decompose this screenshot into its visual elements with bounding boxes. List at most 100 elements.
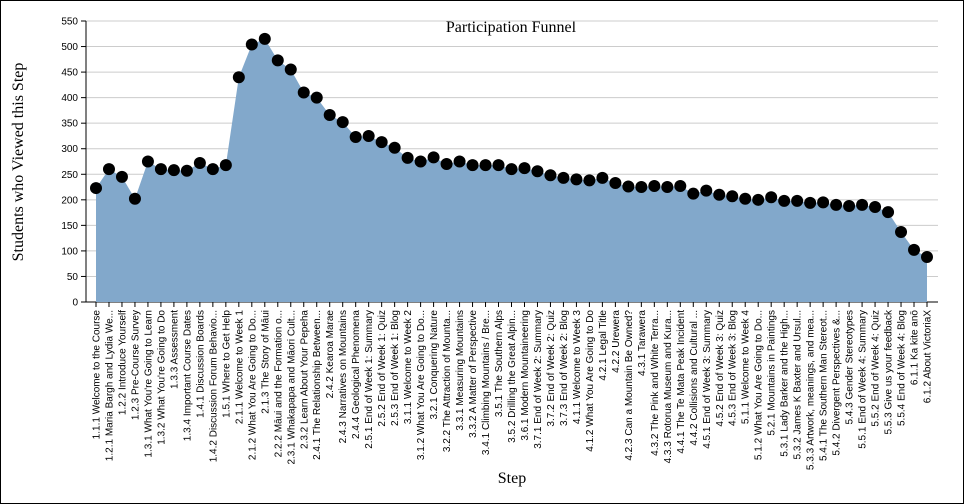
x-tick-label: 3.4.1 Climbing Mountains / Bre... — [481, 310, 492, 455]
y-tick-label: 400 — [61, 93, 78, 104]
point — [479, 159, 492, 172]
x-tick-label: 4.3.1 Tarawera — [637, 310, 648, 376]
x-tick-label: 4.5.3 End of Week 3: Blog — [728, 310, 739, 426]
point — [921, 251, 933, 264]
x-tick-label: 3.6.1 Modern Mountaineering — [520, 310, 531, 441]
x-tick-label: 2.5.3 End of Week 1: Blog — [390, 310, 401, 426]
point — [739, 192, 752, 205]
point — [726, 190, 739, 203]
x-tick-label: 1.2.3 Pre-Course Survey — [130, 310, 141, 420]
x-tick-label: 1.1.1 Welcome to the Course — [92, 310, 103, 440]
y-tick-label: 100 — [61, 246, 78, 257]
x-tick-label: 2.1.3 The Story of Māui — [260, 310, 271, 414]
point — [258, 32, 271, 45]
x-tick-label: 2.4.3 Narratives on Mountains — [338, 310, 349, 443]
point — [466, 159, 479, 172]
point — [648, 180, 661, 193]
x-tick-label: 1.3.2 What You're Going to Do — [156, 310, 167, 445]
x-tick-label: 1.4.1 Discussion Boards — [195, 310, 206, 418]
point — [778, 194, 791, 207]
x-tick-label: 5.4.3 Gender Stereotypes — [845, 310, 856, 425]
point — [362, 129, 375, 142]
x-tick-label: 5.5.1 End of Week 4: Summary — [858, 310, 869, 449]
point — [219, 159, 232, 172]
x-tick-label: 5.4.1 The Southern Man Stereot... — [819, 310, 830, 461]
y-tick-label: 300 — [61, 144, 78, 155]
point — [245, 38, 258, 51]
point — [843, 199, 856, 212]
point — [596, 171, 609, 184]
y-tick-label: 0 — [72, 298, 78, 309]
point — [609, 176, 622, 189]
x-tick-label: 5.3.1 Lady Barker and the High... — [780, 310, 791, 457]
x-tick-label: 3.2.2 The Attraction of Mounta... — [442, 310, 453, 452]
x-tick-label: 1.5.1 Where to Get Help — [221, 310, 232, 418]
x-tick-label: 1.3.4 Important Course Dates — [182, 310, 193, 441]
x-tick-label: 4.3.2 The Pink and White Terra... — [650, 310, 661, 456]
x-tick-label: 1.4.2 Discussion Forum Behavio... — [208, 310, 219, 462]
x-tick-label: 4.2.1 Legal Title — [598, 310, 609, 381]
point — [115, 170, 128, 183]
x-tick-label: 5.3.2 James K Baxter and Ursul... — [793, 310, 804, 460]
x-tick-label: 5.2.1 Mountains in Paintings — [767, 310, 778, 436]
point — [765, 191, 778, 204]
point — [895, 226, 908, 239]
x-tick-label: 4.3.3 Rotorua Museum and Kura... — [663, 310, 674, 463]
point — [141, 155, 154, 168]
point — [518, 162, 531, 175]
x-tick-label: 5.1.1 Welcome to Week 4 — [741, 310, 752, 425]
point — [427, 151, 440, 164]
x-tick-label: 5.5.3 Give us your feedback — [884, 309, 895, 435]
x-tick-label: 5.5.2 End of Week 4: Quiz — [871, 310, 882, 427]
point — [349, 130, 362, 143]
point — [440, 158, 453, 171]
point — [570, 173, 583, 186]
x-tick-label: 2.5.2 End of Week 1: Quiz — [377, 310, 388, 427]
x-tick-label: 4.5.1 End of Week 3: Summary — [702, 310, 713, 449]
point — [544, 169, 557, 182]
point — [700, 184, 713, 197]
x-tick-label: 4.2.3 Can a Mountain Be Owned? — [624, 310, 635, 461]
point — [193, 157, 206, 170]
point — [414, 155, 427, 168]
x-tick-label: 2.3.2 Learn About Your Pepeha — [299, 310, 310, 449]
point — [661, 181, 674, 194]
point — [882, 206, 895, 219]
x-tick-label: 4.4.2 Collisions and Cultural ... — [689, 310, 700, 446]
x-tick-label: 2.1.1 Welcome to Week 1 — [234, 310, 245, 425]
x-tick-label: 1.3.1 What You're Going to Learn — [143, 310, 154, 458]
point — [856, 198, 869, 211]
point — [830, 198, 843, 211]
point — [687, 187, 700, 200]
point — [206, 163, 219, 176]
point — [167, 164, 180, 177]
x-tick-label: 3.1.2 What You Are Going to Do... — [416, 310, 427, 460]
point — [90, 182, 102, 195]
point — [752, 193, 765, 206]
x-tick-label: 5.4.2 Divergent Perspectives &... — [832, 310, 843, 456]
x-tick-label: 3.3.1 Measuring Mountains — [455, 310, 466, 431]
x-axis-label: Step — [498, 470, 526, 487]
x-tick-label: 4.1.1 Welcome to Week 3 — [572, 310, 583, 425]
x-tick-label: 5.1.2 What You Are Going to Do... — [754, 310, 765, 460]
point — [401, 151, 414, 164]
x-tick-label: 2.4.4 Geological Phenomena — [351, 310, 362, 439]
y-tick-label: 550 — [61, 17, 78, 28]
point — [284, 63, 297, 76]
x-tick-label: 2.4.1 The Relationship Between... — [312, 310, 323, 460]
x-tick-label: 5.3.3 Artwork, meanings, and mea... — [806, 310, 817, 470]
x-tick-label: 1.2.2 Introduce Yourself — [117, 310, 128, 415]
x-tick-label: 2.1.2 What You Are Going to Do... — [247, 310, 258, 460]
x-tick-label: 3.5.2 Drilling the Great Alpin... — [507, 310, 518, 443]
point — [271, 54, 284, 67]
y-tick-label: 50 — [67, 272, 79, 283]
point — [557, 171, 570, 184]
chart-title: Participation Funnel — [446, 19, 577, 36]
point — [102, 163, 115, 176]
point — [310, 91, 323, 104]
x-tick-label: 3.7.2 End of Week 2: Quiz — [546, 310, 557, 427]
x-tick-label: 3.2.1 Conquering Nature — [429, 310, 440, 420]
point — [674, 180, 687, 193]
y-tick-label: 150 — [61, 221, 78, 232]
y-tick-label: 200 — [61, 195, 78, 206]
